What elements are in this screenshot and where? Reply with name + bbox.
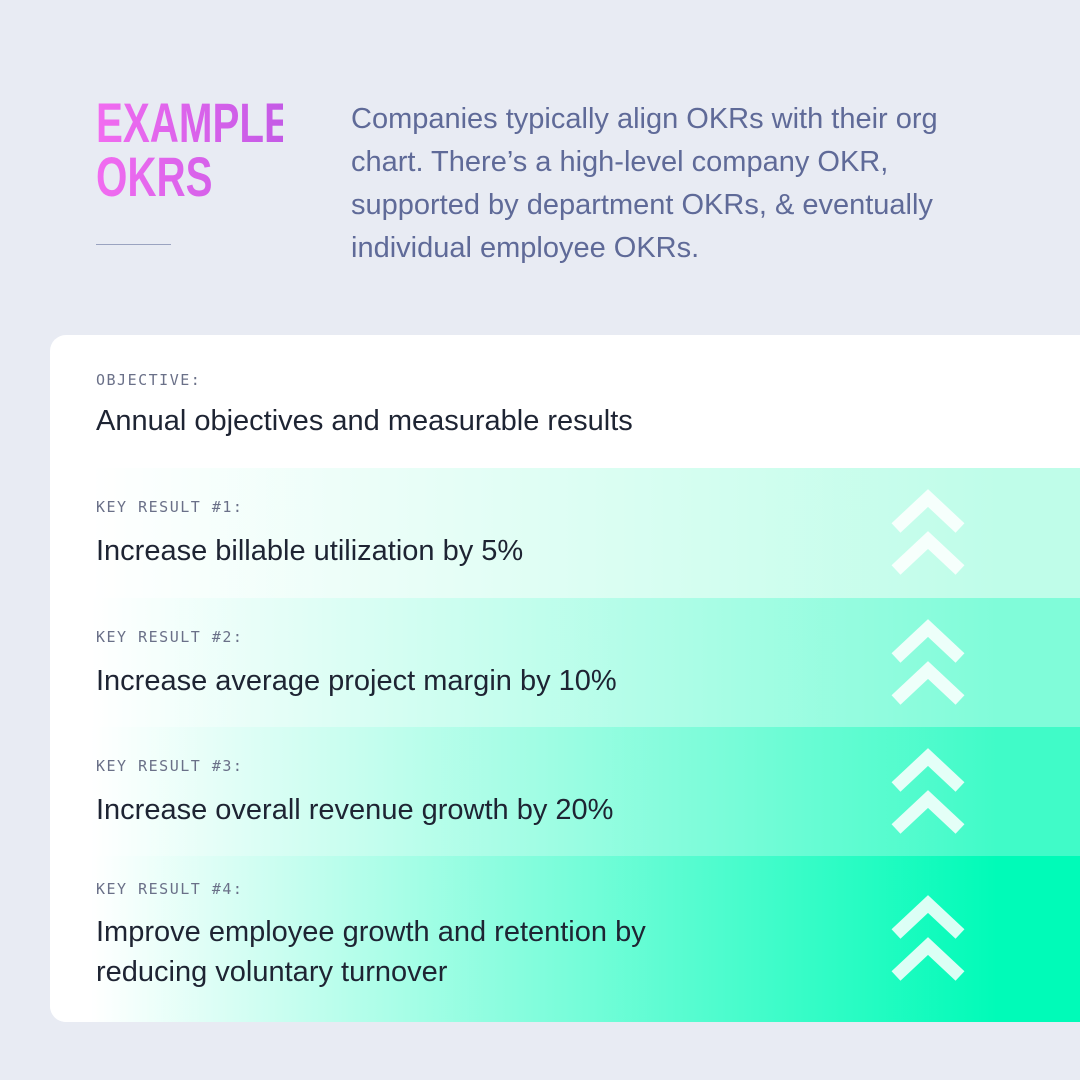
objective-label: OBJECTIVE: [96,371,202,389]
chevron-icon [891,489,965,575]
key-result-label: KEY RESULT #1: [96,498,244,516]
title-line: EXAMPLE [96,91,291,154]
title: EXAMPLE OKRS [96,91,291,205]
key-result-row: KEY RESULT #1: Increase billable utilizat… [50,468,1080,598]
objective-text: Annual objectives and measurable results [96,405,633,437]
title-line: OKRS [96,149,283,205]
chevron-icon [891,747,965,834]
key-result-row: KEY RESULT #4: Improve employee growth an… [50,856,1080,1022]
key-result-label: KEY RESULT #4: [96,880,244,898]
divider [96,244,171,245]
key-result-label: KEY RESULT #2: [96,628,244,646]
key-result-text: Increase billable utilization by 5% [96,535,524,567]
objective-row: OBJECTIVE: Annual objectives and measura… [50,335,1080,468]
description: Companies typically align OKRs with thei… [351,103,938,264]
key-result-text: Increase overall revenue growth by 20% [96,794,614,826]
key-result-text: Improve employee growth and retention by… [96,916,646,988]
key-result-row: KEY RESULT #2: Increase average project m… [50,598,1080,727]
key-result-text: Increase average project margin by 10% [96,665,617,697]
key-result-label: KEY RESULT #3: [96,757,244,775]
chevron-icon [891,895,965,981]
okr-card: OBJECTIVE: Annual objectives and measura… [50,335,1080,1022]
key-result-row: KEY RESULT #3: Increase overall revenue g… [50,727,1080,856]
chevron-icon [891,618,965,705]
